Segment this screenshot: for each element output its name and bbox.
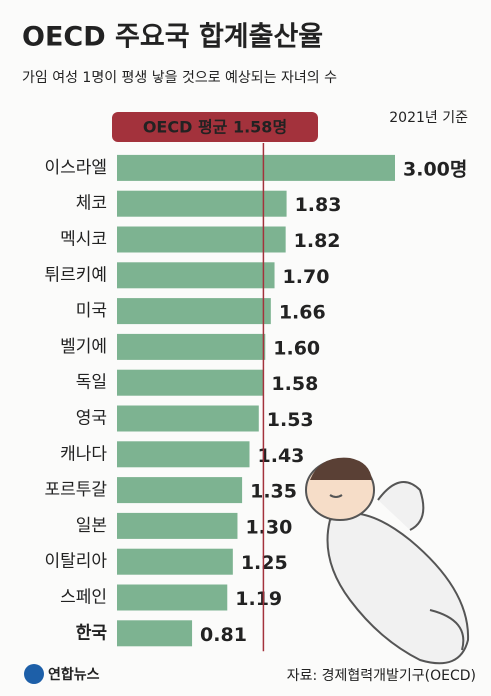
bar: [117, 333, 266, 360]
category-label: 튀르키예: [44, 265, 107, 285]
category-label: 스페인: [60, 588, 107, 608]
value-label: 1.70: [283, 266, 330, 288]
value-label: 0.81: [200, 624, 247, 646]
bar: [117, 584, 228, 611]
value-label: 1.60: [273, 337, 320, 359]
category-label: 벨기에: [60, 337, 107, 357]
category-label: 일본: [76, 516, 107, 536]
bar: [117, 512, 238, 539]
bar: [117, 369, 264, 396]
bar: [117, 190, 287, 217]
value-label: 1.30: [245, 516, 292, 538]
value-label: 1.19: [235, 588, 282, 610]
value-label: 1.66: [279, 302, 326, 324]
value-label: 1.53: [267, 409, 314, 431]
category-label: 체코: [76, 194, 107, 214]
bar: [117, 441, 250, 468]
category-label: 이스라엘: [44, 158, 107, 178]
value-label: 1.25: [241, 552, 288, 574]
value-label: 1.82: [294, 230, 341, 252]
source: 자료: 경제협력개발기구(OECD): [287, 668, 476, 684]
category-label: 캐나다: [60, 444, 107, 464]
category-label: 포르투갈: [44, 480, 107, 500]
chart-title: OECD 주요국 합계출산율: [22, 22, 323, 53]
logo-icon: [24, 664, 44, 684]
value-label: 1.58: [271, 373, 318, 395]
category-label: 한국: [76, 623, 108, 643]
logo: 연합뉴스: [48, 666, 100, 683]
note: 2021년 기준: [389, 110, 468, 126]
category-label: 영국: [76, 409, 107, 429]
baby-illustration: [305, 457, 470, 665]
value-label: 1.83: [295, 194, 342, 216]
category-label: 이탈리아: [44, 552, 107, 572]
category-label: 멕시코: [60, 230, 107, 250]
average-label: OECD 평균 1.58명: [143, 118, 287, 137]
bar: [117, 262, 275, 289]
bar: [117, 477, 243, 504]
value-label: 3.00명: [403, 158, 467, 180]
category-label: 독일: [76, 373, 107, 393]
subtitle: 가임 여성 1명이 평생 낳을 것으로 예상되는 자녀의 수: [22, 70, 337, 86]
bar: [117, 154, 395, 181]
bar: [117, 405, 259, 432]
value-label: 1.35: [250, 481, 297, 503]
category-label: 미국: [76, 301, 107, 321]
bar: [117, 226, 286, 253]
average-label-box: [112, 112, 318, 142]
bar: [117, 548, 233, 575]
bar: [117, 298, 271, 325]
value-label: 1.43: [258, 445, 305, 467]
bar: [117, 620, 193, 647]
